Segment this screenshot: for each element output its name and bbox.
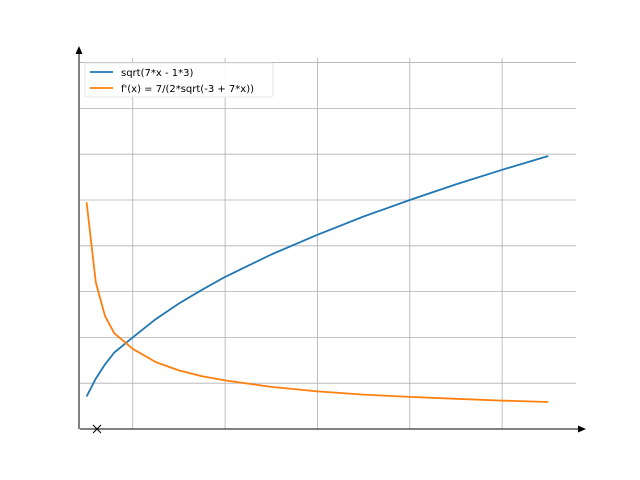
y-axis-arrow — [75, 46, 83, 54]
series-line-1 — [85, 155, 549, 397]
axes — [75, 46, 586, 434]
axis-break-mark — [92, 424, 102, 434]
legend-label-series-1: sqrt(7*x - 1*3) — [121, 68, 193, 79]
series-line-2 — [85, 202, 549, 403]
legend-box — [84, 62, 274, 98]
plot-area — [85, 155, 549, 403]
grid — [80, 58, 576, 429]
x-axis-arrow — [578, 425, 586, 433]
legend-label-series-2: f'(x) = 7/(2*sqrt(-3 + 7*x)) — [121, 84, 254, 95]
legend: sqrt(7*x - 1*3) f'(x) = 7/(2*sqrt(-3 + 7… — [84, 62, 274, 98]
